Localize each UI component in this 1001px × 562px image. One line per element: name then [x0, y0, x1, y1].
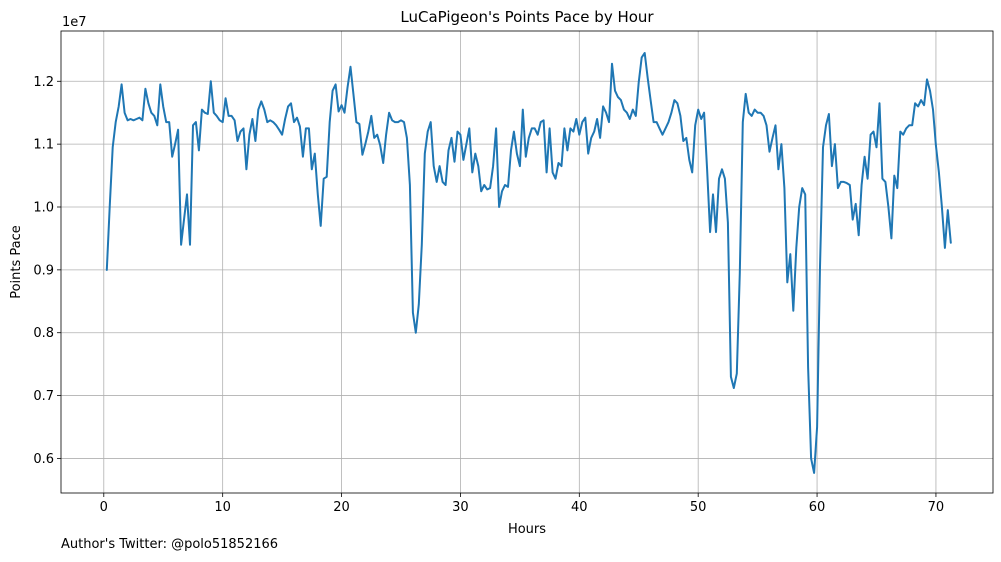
- x-tick-label: 40: [571, 500, 588, 515]
- series-layer: [105, 52, 952, 474]
- y-axis-offset-text: 1e7: [62, 15, 87, 30]
- y-tick-label: 0.7: [33, 389, 54, 404]
- author-credit: Author's Twitter: @polo51852166: [61, 537, 279, 552]
- x-axis-ticks: 0 10 20 30 40 50 60 70: [100, 493, 945, 515]
- y-tick-label: 0.6: [33, 452, 54, 467]
- x-axis-label: Hours: [508, 522, 546, 537]
- y-tick-label: 1.2: [33, 75, 54, 90]
- x-tick-label: 60: [809, 500, 826, 515]
- y-tick-label: 0.9: [33, 263, 54, 278]
- x-gridlines: [103, 31, 937, 493]
- chart-title: LuCaPigeon's Points Pace by Hour: [400, 8, 654, 26]
- x-tick-label: 10: [214, 500, 231, 515]
- x-tick-label: 50: [690, 500, 707, 515]
- x-tick-label: 70: [928, 500, 945, 515]
- x-tick-label: 0: [100, 500, 108, 515]
- y-tick-label: 1.1: [33, 138, 54, 153]
- plot-area-frame: [60, 30, 994, 494]
- y-axis-label: Points Pace: [9, 225, 24, 299]
- y-tick-label: 1.0: [33, 201, 54, 216]
- y-axis-ticks: 0.6 0.7 0.8 0.9 1.0 1.1 1.2: [33, 75, 61, 467]
- x-tick-label: 30: [452, 500, 469, 515]
- points-pace-line: [105, 52, 952, 474]
- x-tick-label: 20: [333, 500, 350, 515]
- y-tick-label: 0.8: [33, 326, 54, 341]
